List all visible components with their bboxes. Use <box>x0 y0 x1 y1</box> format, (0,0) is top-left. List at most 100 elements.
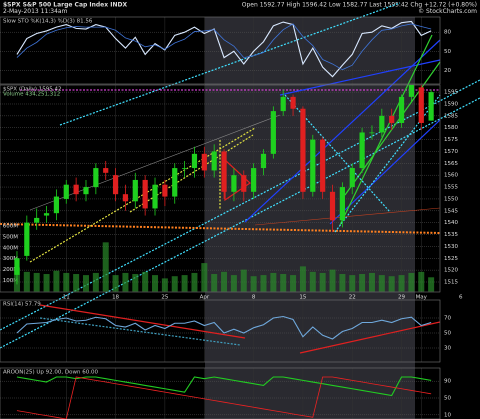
trendline <box>339 34 433 226</box>
trendlines <box>0 2 480 354</box>
symbol: $SPX S&P 500 Large Cap Index INDX <box>3 2 127 9</box>
volume-bar <box>398 275 405 292</box>
y-tick-label: 50 <box>444 49 451 55</box>
candle-body <box>251 168 257 192</box>
volume-bar <box>112 275 119 292</box>
volume-bar <box>408 272 415 292</box>
y-tick-label: 1525 <box>444 256 458 262</box>
candle-body <box>418 87 424 123</box>
candle-body <box>359 132 365 169</box>
volume-bar <box>92 272 99 292</box>
candle-body <box>211 151 217 171</box>
volume-bar <box>428 277 435 292</box>
candle-body <box>34 217 40 223</box>
candle-body <box>122 194 129 202</box>
candle-body <box>73 184 79 195</box>
candle-body <box>103 168 109 173</box>
candle-body <box>300 108 306 192</box>
volume-bar <box>132 274 139 292</box>
volume-bar <box>161 278 168 292</box>
candle-body <box>408 85 415 97</box>
candle-body <box>53 196 60 214</box>
candle-body <box>379 115 385 133</box>
volume-bar <box>191 272 198 292</box>
x-tick-label: 6 <box>459 295 463 301</box>
source: © StockCharts.com <box>418 8 477 15</box>
y-tick-label: 1530 <box>444 244 458 250</box>
y2-tick-label: 300M <box>3 256 18 262</box>
y-tick-label: 1545 <box>444 208 458 214</box>
candle-body <box>329 191 336 221</box>
indicator-line <box>16 23 432 71</box>
volume-bar <box>299 266 306 292</box>
y-tick-label: 50 <box>444 396 451 402</box>
x-tick-label: 29 <box>398 295 405 301</box>
candle-body <box>181 168 188 169</box>
candle-body <box>260 153 267 169</box>
trendline <box>29 114 281 211</box>
y-tick-label: 1535 <box>444 232 458 238</box>
indicator-line <box>16 20 432 78</box>
volume-bar <box>349 275 356 292</box>
volume-bar <box>378 275 385 292</box>
volume-bar <box>171 276 178 292</box>
volume-bar <box>63 272 70 292</box>
y-tick-label: 1560 <box>444 173 458 179</box>
trendline <box>59 2 401 126</box>
volume-bar <box>142 271 149 292</box>
volume-bar <box>359 274 366 292</box>
y2-tick-label: 600M <box>3 223 18 229</box>
y-tick-label: 1520 <box>444 268 458 274</box>
volume-bar <box>339 274 346 292</box>
candle-body <box>201 153 207 171</box>
y-tick-label: 90 <box>444 379 451 385</box>
candle-body <box>14 258 20 275</box>
trendline <box>254 207 441 226</box>
candle-body <box>241 175 247 192</box>
volume-bar <box>230 275 237 292</box>
y-tick-label: 1585 <box>444 113 458 119</box>
panel-title: $SPX (Daily) 1595.42 <box>3 87 62 93</box>
candle-body <box>389 115 395 123</box>
volume-bar <box>102 242 109 292</box>
trendline <box>29 127 256 263</box>
trendline <box>299 321 441 354</box>
y-tick-label: 1515 <box>444 280 458 286</box>
x-tick-label: 25 <box>161 295 168 301</box>
candle-body <box>231 175 237 192</box>
y-tick-label: 1575 <box>444 137 458 143</box>
indicator-line <box>16 376 432 419</box>
y-tick-label: 80 <box>444 30 451 36</box>
volume-bar <box>43 274 50 292</box>
volume-bar <box>152 275 159 292</box>
candle-body <box>369 132 375 134</box>
x-tick-label: 11 <box>63 295 70 301</box>
volume-bar <box>319 272 326 292</box>
volume-bar <box>33 272 40 292</box>
candle-body <box>270 111 276 154</box>
volume-bar <box>250 276 257 292</box>
candle-body <box>142 179 148 209</box>
candle-body <box>132 179 138 202</box>
volume-bar <box>368 272 375 292</box>
candle-body <box>428 92 434 121</box>
candle-body <box>310 139 316 192</box>
y-tick-label: 1540 <box>444 220 458 226</box>
panel-title: RSI(14) 57.79 <box>3 302 41 308</box>
trendline <box>129 134 254 213</box>
candle-body <box>112 175 119 195</box>
date: 2-May-2013 11:34am <box>3 8 68 15</box>
candle-body <box>93 168 99 188</box>
candle-body <box>63 184 69 199</box>
volume-bar <box>388 276 395 292</box>
volume-bar <box>290 275 297 292</box>
volume-bar <box>181 275 188 292</box>
y2-tick-label: 100M <box>3 278 18 284</box>
volume-bar <box>73 274 80 292</box>
y2-tick-label: 200M <box>3 267 18 273</box>
panel-frame <box>0 367 441 419</box>
volume-bar <box>82 275 89 292</box>
indicator-line <box>16 376 432 397</box>
y-tick-label: 30 <box>444 346 451 352</box>
x-tick-label: 8 <box>252 295 256 301</box>
